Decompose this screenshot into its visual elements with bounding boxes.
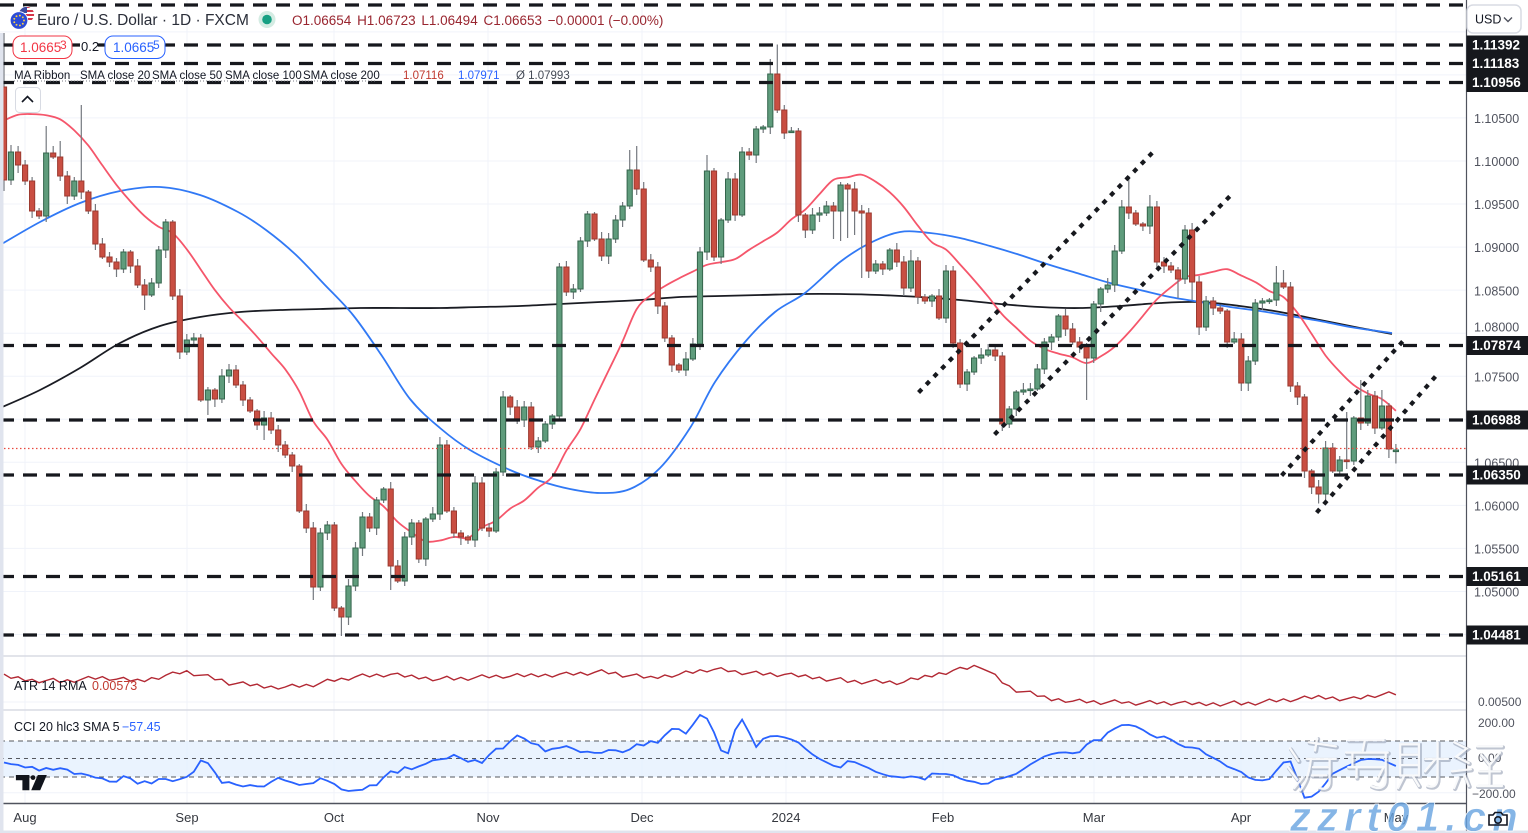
svg-text:Nov: Nov xyxy=(476,810,500,825)
svg-text:Aug: Aug xyxy=(13,810,36,825)
svg-text:1.09500: 1.09500 xyxy=(1474,198,1519,212)
svg-text:1.07874: 1.07874 xyxy=(1472,338,1521,353)
svg-text:Oct: Oct xyxy=(324,810,345,825)
svg-text:Dec: Dec xyxy=(630,810,654,825)
svg-text:1.05500: 1.05500 xyxy=(1474,543,1519,557)
svg-text:May: May xyxy=(1384,810,1409,825)
svg-text:0.00500: 0.00500 xyxy=(1478,695,1522,709)
svg-text:SMA close 50: SMA close 50 xyxy=(152,70,222,82)
svg-text:1.10956: 1.10956 xyxy=(1472,75,1521,90)
svg-text:−57.45: −57.45 xyxy=(122,720,161,734)
svg-text:1.05161: 1.05161 xyxy=(1472,569,1521,584)
svg-text:1.09000: 1.09000 xyxy=(1474,241,1519,255)
svg-text:0.00573: 0.00573 xyxy=(92,679,137,693)
svg-text:Euro / U.S. Dollar · 1D · FXCM: Euro / U.S. Dollar · 1D · FXCM xyxy=(37,12,249,29)
svg-text:O1.06654 H1.06723 L1.06494 C1.: O1.06654 H1.06723 L1.06494 C1.06653 −0.0… xyxy=(292,13,663,28)
svg-text:1.04481: 1.04481 xyxy=(1472,628,1521,643)
svg-text:zzrt01.cn: zzrt01.cn xyxy=(1289,793,1524,833)
svg-text:1.08000: 1.08000 xyxy=(1474,321,1519,335)
svg-text:Apr: Apr xyxy=(1231,810,1252,825)
svg-text:1.06000: 1.06000 xyxy=(1474,500,1519,514)
svg-text:1.11392: 1.11392 xyxy=(1472,38,1520,53)
svg-text:USD: USD xyxy=(1475,13,1501,27)
svg-text:1.06350: 1.06350 xyxy=(1472,468,1521,483)
svg-text:Sep: Sep xyxy=(175,810,198,825)
svg-text:CCI 20 hlc3 SMA 5: CCI 20 hlc3 SMA 5 xyxy=(14,720,120,734)
svg-text:Ø 1.07993: Ø 1.07993 xyxy=(516,70,570,82)
svg-text:3: 3 xyxy=(60,38,67,52)
svg-text:SMA close 100: SMA close 100 xyxy=(225,70,302,82)
svg-text:1.0665: 1.0665 xyxy=(20,40,61,55)
svg-text:1.07971: 1.07971 xyxy=(458,70,500,82)
svg-text:MA Ribbon: MA Ribbon xyxy=(14,70,70,82)
svg-text:1.07500: 1.07500 xyxy=(1474,370,1519,384)
svg-text:5: 5 xyxy=(153,38,160,52)
svg-text:0.2: 0.2 xyxy=(81,39,99,54)
svg-text:1.06988: 1.06988 xyxy=(1472,413,1521,428)
svg-text:SMA close 200: SMA close 200 xyxy=(303,70,380,82)
svg-text:2024: 2024 xyxy=(772,810,801,825)
svg-text:−200.00: −200.00 xyxy=(1472,787,1516,801)
svg-text:1.08500: 1.08500 xyxy=(1474,284,1519,298)
svg-text:Feb: Feb xyxy=(932,810,954,825)
svg-text:1.0665: 1.0665 xyxy=(113,40,154,55)
svg-text:200.00: 200.00 xyxy=(1478,716,1515,730)
svg-text:Mar: Mar xyxy=(1083,810,1106,825)
svg-text:1.07116: 1.07116 xyxy=(403,70,444,82)
svg-text:1.11183: 1.11183 xyxy=(1472,56,1520,71)
svg-text:1.10500: 1.10500 xyxy=(1474,112,1519,126)
svg-text:1.05000: 1.05000 xyxy=(1474,586,1519,600)
svg-text:SMA close 20: SMA close 20 xyxy=(80,70,150,82)
svg-text:ATR 14 RMA: ATR 14 RMA xyxy=(14,679,87,693)
svg-text:1.10000: 1.10000 xyxy=(1474,155,1519,169)
